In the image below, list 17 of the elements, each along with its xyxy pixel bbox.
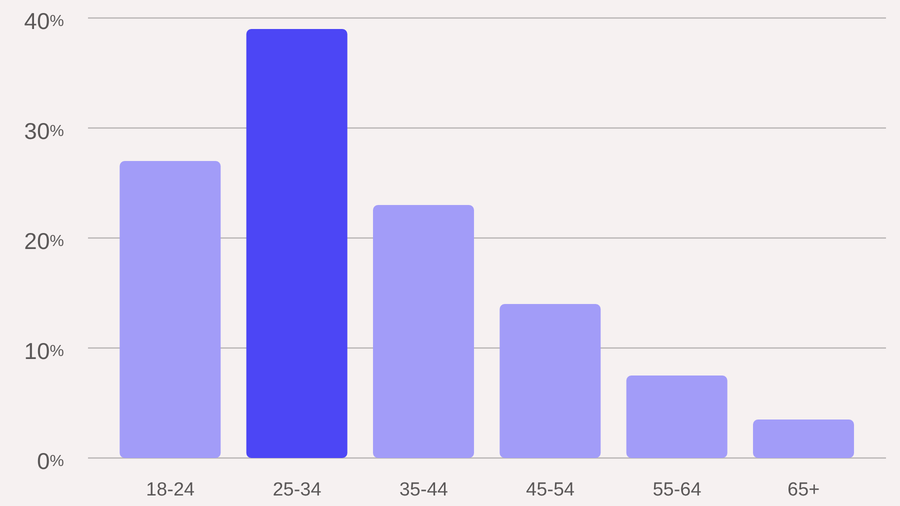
bar bbox=[120, 161, 221, 458]
y-tick-label: 10% bbox=[24, 338, 64, 364]
y-tick-label: 40% bbox=[24, 8, 64, 34]
y-tick-label: 20% bbox=[24, 228, 64, 254]
bar bbox=[246, 29, 348, 458]
y-tick-label: 0% bbox=[36, 448, 64, 474]
x-tick-label: 35-44 bbox=[399, 480, 448, 500]
x-tick-label: 18-24 bbox=[146, 480, 196, 500]
x-tick-label: 55-64 bbox=[652, 480, 702, 500]
bar bbox=[753, 420, 854, 458]
bar bbox=[626, 376, 728, 458]
x-tick-label: 45-54 bbox=[526, 480, 576, 500]
x-tick-label: 65+ bbox=[788, 480, 820, 500]
bar bbox=[373, 205, 474, 458]
bar bbox=[500, 304, 601, 458]
x-tick-label: 25-34 bbox=[272, 480, 322, 500]
y-tick-label: 30% bbox=[24, 118, 64, 144]
